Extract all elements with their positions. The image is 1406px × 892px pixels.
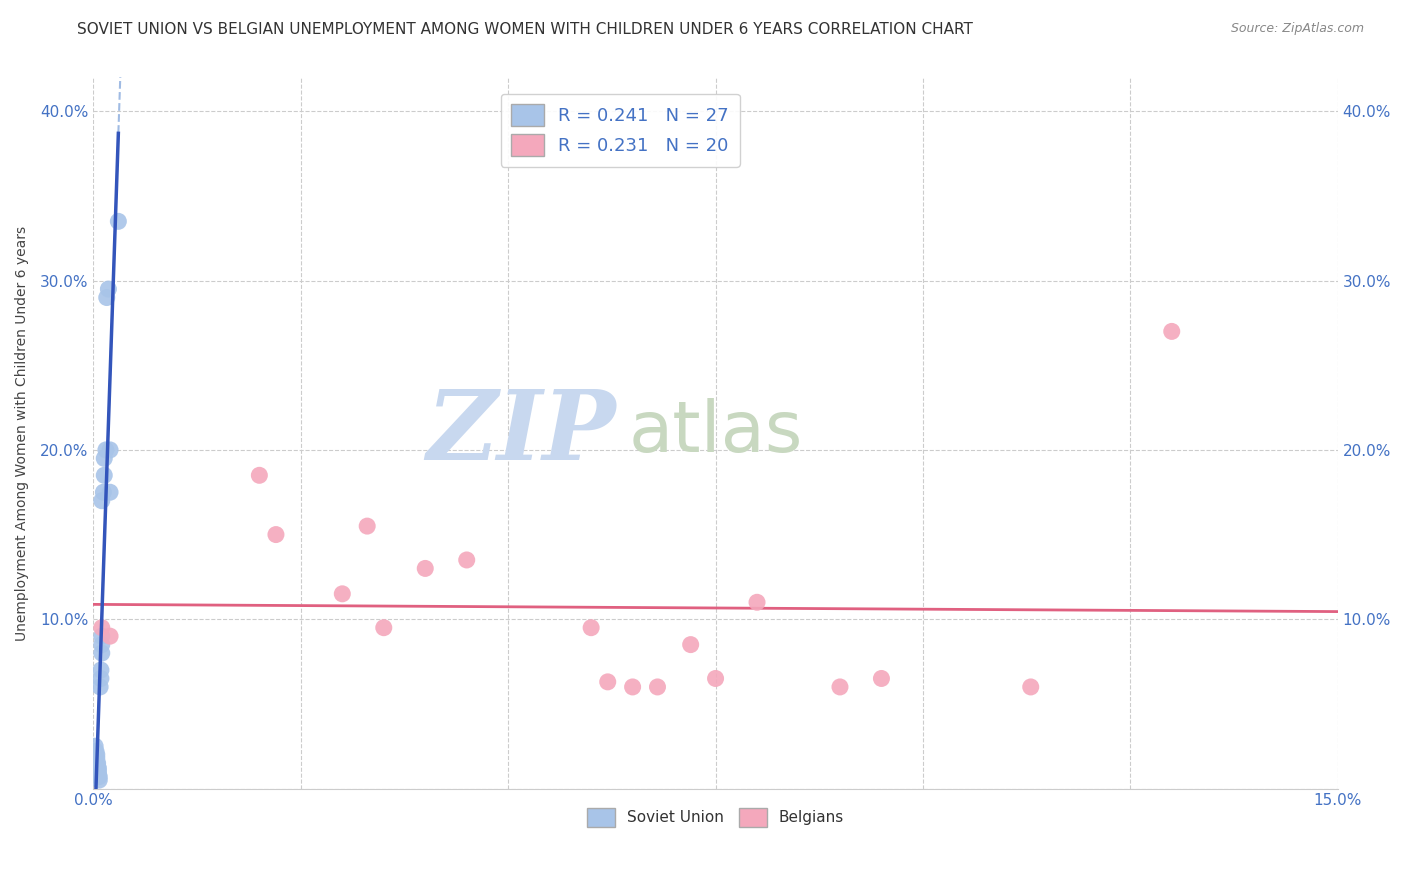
Point xyxy=(93,468,115,483)
Point xyxy=(86,751,108,765)
Point xyxy=(745,595,768,609)
Point xyxy=(89,773,111,788)
Y-axis label: Unemployment Among Women with Children Under 6 years: Unemployment Among Women with Children U… xyxy=(15,226,30,640)
Point xyxy=(621,680,644,694)
Point xyxy=(93,485,115,500)
Point xyxy=(264,527,287,541)
Point xyxy=(90,638,112,652)
Point xyxy=(96,291,118,305)
Text: ZIP: ZIP xyxy=(426,386,616,480)
Text: Source: ZipAtlas.com: Source: ZipAtlas.com xyxy=(1230,22,1364,36)
Point xyxy=(84,739,107,754)
Point xyxy=(870,672,893,686)
Point xyxy=(647,680,669,694)
Point xyxy=(679,638,702,652)
Point xyxy=(1019,680,1042,694)
Point xyxy=(87,764,110,779)
Point xyxy=(90,621,112,635)
Point xyxy=(579,621,602,635)
Point xyxy=(828,680,851,694)
Text: SOVIET UNION VS BELGIAN UNEMPLOYMENT AMONG WOMEN WITH CHILDREN UNDER 6 YEARS COR: SOVIET UNION VS BELGIAN UNEMPLOYMENT AMO… xyxy=(77,22,973,37)
Point xyxy=(86,756,108,771)
Point xyxy=(89,770,111,784)
Point xyxy=(247,468,270,483)
Point xyxy=(98,629,121,643)
Point xyxy=(98,485,121,500)
Point xyxy=(90,672,112,686)
Point xyxy=(94,442,117,457)
Point xyxy=(330,587,353,601)
Point xyxy=(413,561,436,575)
Text: atlas: atlas xyxy=(628,399,803,467)
Point xyxy=(89,680,111,694)
Point xyxy=(596,674,619,689)
Point xyxy=(87,761,110,775)
Point xyxy=(107,214,129,228)
Point xyxy=(97,282,120,296)
Point xyxy=(86,759,108,773)
Point xyxy=(90,629,112,643)
Point xyxy=(98,442,121,457)
Point xyxy=(1160,325,1182,339)
Point xyxy=(86,747,108,762)
Point xyxy=(704,672,727,686)
Point xyxy=(373,621,395,635)
Point xyxy=(93,451,115,466)
Point xyxy=(90,663,112,677)
Legend: Soviet Union, Belgians: Soviet Union, Belgians xyxy=(579,800,852,834)
Point xyxy=(87,768,110,782)
Point xyxy=(90,646,112,660)
Point xyxy=(356,519,378,533)
Point xyxy=(456,553,478,567)
Point xyxy=(84,744,107,758)
Point xyxy=(90,493,112,508)
